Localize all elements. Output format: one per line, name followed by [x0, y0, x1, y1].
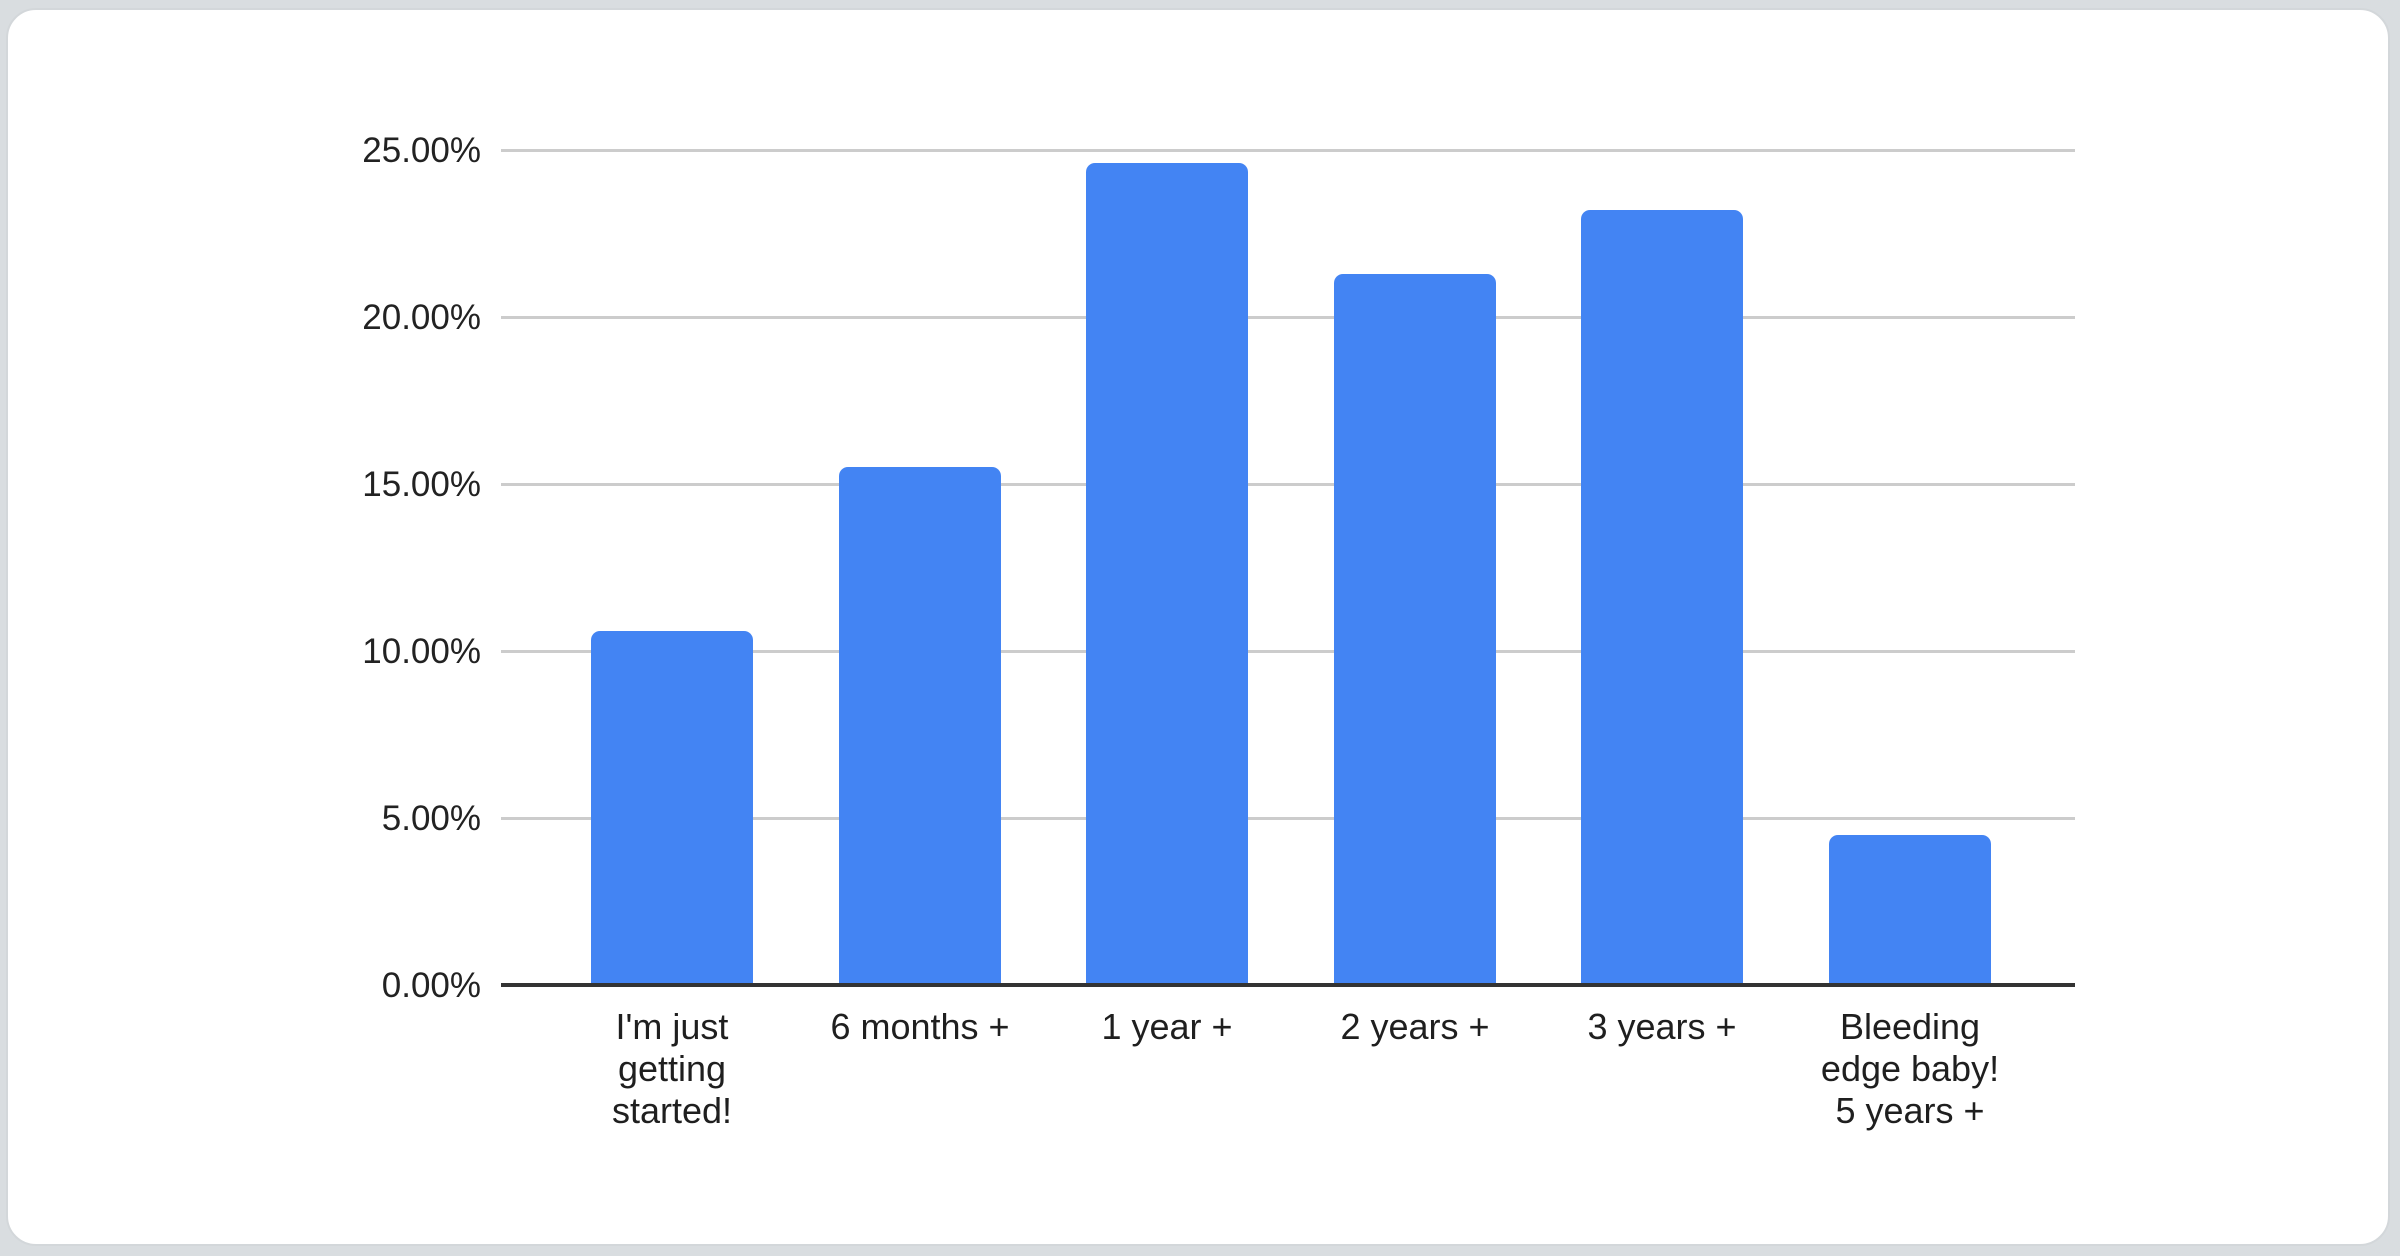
- x-tick-label-line: 5 years +: [1835, 1090, 1985, 1131]
- x-tick-label-line: 2 years +: [1340, 1006, 1490, 1047]
- gridline: [501, 316, 2075, 319]
- x-tick-label: I'm just getting started!: [532, 1006, 812, 1132]
- bar: [1581, 210, 1743, 985]
- y-tick-label: 15.00%: [362, 465, 481, 504]
- y-tick-label: 0.00%: [381, 966, 481, 1005]
- x-tick-label-line: 6 months +: [830, 1006, 1010, 1047]
- x-tick-label-line: 3 years +: [1587, 1006, 1737, 1047]
- x-tick-label-line: 1 year +: [1101, 1006, 1233, 1047]
- y-tick-label: 20.00%: [362, 298, 481, 337]
- x-tick-label-line: I'm just: [615, 1006, 729, 1047]
- x-tick-label: 1 year +: [1027, 1006, 1307, 1048]
- gridline: [501, 483, 2075, 486]
- bar: [1086, 163, 1248, 985]
- x-tick-label: 2 years +: [1275, 1006, 1555, 1048]
- bar: [1334, 274, 1496, 985]
- bar-chart: 0.00% 5.00% 10.00% 15.00% 20.00% 25.00% I'm ju…: [8, 10, 2388, 1244]
- bar: [839, 467, 1001, 985]
- gridline: [501, 149, 2075, 152]
- x-tick-label-line: getting: [617, 1048, 727, 1089]
- bar: [1829, 835, 1991, 985]
- bar: [591, 631, 753, 985]
- x-tick-label-line: edge baby!: [1820, 1048, 2000, 1089]
- gridline: [501, 650, 2075, 653]
- x-tick-label: 6 months +: [780, 1006, 1060, 1048]
- x-tick-label-line: Bleeding: [1839, 1006, 1981, 1047]
- x-axis-line: [501, 983, 2075, 987]
- y-tick-label: 25.00%: [362, 131, 481, 170]
- y-tick-label: 5.00%: [381, 799, 481, 838]
- x-tick-label-line: started!: [611, 1090, 733, 1131]
- gridline: [501, 817, 2075, 820]
- x-tick-label: 3 years +: [1522, 1006, 1802, 1048]
- chart-card: 0.00% 5.00% 10.00% 15.00% 20.00% 25.00% I'm ju…: [6, 8, 2390, 1246]
- y-tick-label: 10.00%: [362, 632, 481, 671]
- x-tick-label: Bleeding edge baby! 5 years +: [1770, 1006, 2050, 1132]
